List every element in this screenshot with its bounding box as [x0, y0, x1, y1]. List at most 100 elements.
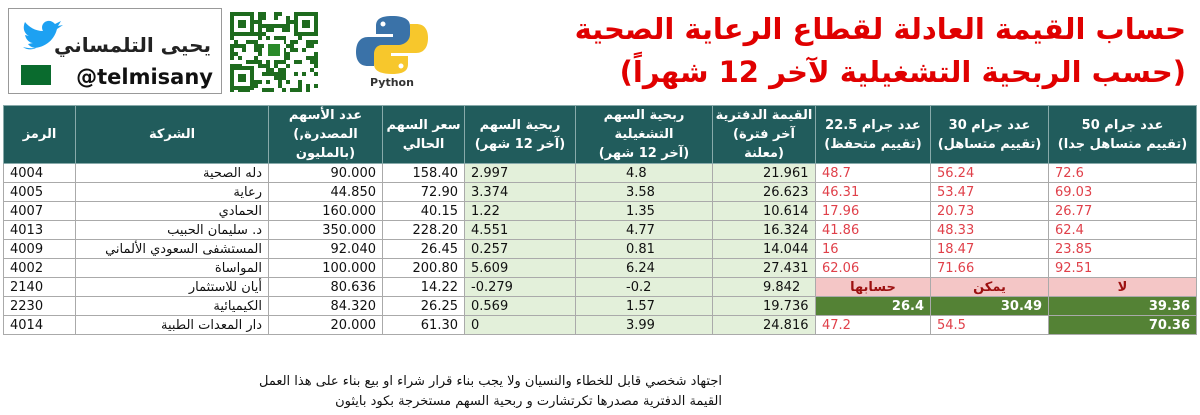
table-cell: 4.77 [575, 220, 713, 240]
qr-module [282, 72, 286, 76]
qr-module [278, 60, 282, 64]
qr-module [246, 40, 250, 44]
header-line: الرمز [22, 127, 57, 142]
qr-module [282, 28, 286, 32]
qr-module [274, 60, 278, 64]
table-row: 4013 د. سليمان الحبيب 350.000 228.20 4.551 4.… [3, 220, 1197, 240]
qr-module [262, 72, 266, 76]
table-cell: 14.044 [712, 239, 816, 259]
note-line: اجتهاد شخصي قابل للخطاء والنسيان ولا يجب… [258, 374, 722, 389]
qr-module [270, 72, 274, 76]
table-cell: 2.997 [464, 163, 576, 183]
table-cell: حسابها [815, 277, 931, 297]
header-line: (آخر 12 شهر) [598, 146, 690, 161]
table-row: 4002 المواساة 100.000 200.80 5.609 6.24 27.431… [3, 258, 1197, 278]
qr-module [258, 24, 262, 28]
table-cell: أيان للاستثمار [75, 277, 269, 297]
qr-module [278, 36, 282, 40]
qr-module [302, 20, 310, 28]
qr-module [302, 48, 306, 52]
qr-module [278, 68, 282, 72]
qr-module [238, 56, 242, 60]
qr-module [270, 24, 274, 28]
qr-module [306, 56, 310, 60]
qr-module [270, 68, 274, 72]
table-cell: 26.25 [382, 296, 465, 316]
qr-module [294, 40, 298, 44]
table-cell: 4007 [3, 201, 76, 221]
qr-module [306, 88, 310, 92]
qr-module [266, 88, 270, 92]
header-line: (آخر 12 شهر) [474, 136, 566, 152]
header-line: عدد جرام 22.5 [825, 117, 921, 133]
column-header: ربحية السهم (آخر 12 شهر) [464, 105, 576, 164]
table-cell: رعاية [75, 182, 269, 202]
table-cell: 62.06 [815, 258, 931, 278]
qr-module [298, 84, 302, 88]
qr-module [266, 80, 270, 84]
qr-module [310, 60, 314, 64]
qr-module [270, 28, 274, 32]
qr-module [278, 24, 282, 28]
table-cell: 2140 [3, 277, 76, 297]
table-cell: 19.736 [712, 296, 816, 316]
header-line: القيمة الدفترية [715, 108, 813, 123]
qr-module [274, 16, 278, 20]
table-cell: 1.35 [575, 201, 713, 221]
table-cell: 27.431 [712, 258, 816, 278]
qr-module [254, 56, 258, 60]
qr-module [294, 88, 298, 92]
qr-module [258, 16, 262, 20]
qr-module [314, 52, 318, 56]
qr-module [238, 74, 246, 82]
qr-module [254, 84, 258, 88]
table-cell: 17.96 [815, 201, 931, 221]
qr-module [268, 44, 280, 56]
column-header: عدد جرام 22.5 (تقييم متحفظ) [815, 105, 931, 164]
table-cell: 3.99 [575, 315, 713, 335]
qr-module [270, 88, 274, 92]
table-cell: 92.040 [268, 239, 383, 259]
qr-module [286, 16, 290, 20]
qr-module [254, 32, 258, 36]
header-line: الشركة [148, 127, 196, 142]
qr-module [258, 36, 262, 40]
qr-module [278, 76, 282, 80]
table-cell: -0.279 [464, 277, 576, 297]
header-line: ربحية السهم [479, 117, 561, 133]
table-cell: 0.81 [575, 239, 713, 259]
qr-module [266, 60, 270, 64]
qr-module [250, 60, 254, 64]
qr-module [258, 52, 262, 56]
table-cell: 21.961 [712, 163, 816, 183]
qr-module [310, 40, 314, 44]
qr-module [290, 88, 294, 92]
qr-module [262, 12, 266, 16]
qr-module [246, 60, 250, 64]
column-header: ربحية السهم التشغيلية (آخر 12 شهر) [575, 105, 713, 164]
qr-module [290, 44, 294, 48]
qr-module [242, 48, 246, 52]
qr-module [262, 24, 266, 28]
table-cell: 228.20 [382, 220, 465, 240]
table-cell: 0.257 [464, 239, 576, 259]
qr-module [254, 60, 258, 64]
table-cell: يمكن [930, 277, 1049, 297]
qr-module [258, 64, 262, 68]
brand-handle: @telmisany [76, 65, 213, 89]
table-cell: 26.77 [1048, 201, 1197, 221]
qr-module [274, 12, 278, 16]
subtitle-line: (حسب الربحية التشغيلية لآخر 12 شهراً) [619, 55, 1186, 89]
table-cell: 2230 [3, 296, 76, 316]
table-cell: 350.000 [268, 220, 383, 240]
qr-module [278, 72, 282, 76]
qr-module [254, 80, 258, 84]
table-cell: 26.45 [382, 239, 465, 259]
qr-module [286, 20, 290, 24]
qr-module [258, 48, 262, 52]
table-cell: 62.4 [1048, 220, 1197, 240]
qr-module [314, 56, 318, 60]
table-cell: 30.49 [930, 296, 1049, 316]
table-cell: 4004 [3, 163, 76, 183]
qr-module [298, 60, 302, 64]
